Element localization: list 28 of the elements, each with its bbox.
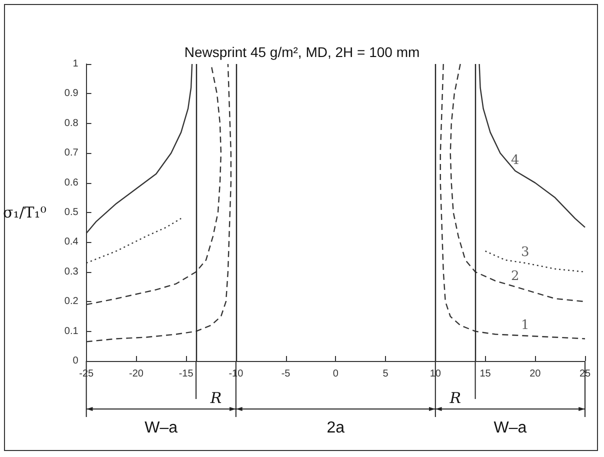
x-tick-label: -5	[281, 368, 291, 380]
y-tick-label: 0.1	[64, 326, 79, 337]
text: W–a	[494, 420, 527, 436]
series-label: 4	[511, 152, 520, 168]
y-tick-label: 0.2	[64, 296, 79, 308]
y-tick-label: 0.9	[64, 88, 79, 100]
x-tick-label: 5	[382, 368, 389, 380]
series-label: 3	[521, 244, 530, 260]
text: R	[448, 389, 461, 407]
x-tick-label: -15	[178, 368, 194, 380]
text: W–a	[144, 420, 178, 436]
x-tick-label: 15	[480, 368, 492, 380]
y-tick-label: 0.6	[64, 177, 79, 188]
series-label: 1	[521, 318, 530, 333]
y-tick-label: 0.7	[64, 148, 79, 159]
y-tick-label: 0.5	[64, 207, 79, 218]
chart-title: Newsprint 45 g/m², MD, 2H = 100 mm	[184, 44, 420, 60]
x-tick-label: 20	[530, 368, 542, 380]
y-tick-label: 0	[72, 356, 79, 366]
x-tick-label: -20	[128, 368, 144, 380]
series-label: 2	[511, 268, 520, 284]
y-tick-label: 0.4	[64, 236, 79, 248]
y-tick-label: 1	[72, 58, 79, 70]
y-tick-label: 0.8	[64, 118, 79, 129]
text: 2a	[326, 420, 345, 436]
x-tick-label: 0	[332, 368, 339, 380]
y-tick-label: 0.3	[64, 266, 79, 278]
text: R	[209, 389, 222, 407]
